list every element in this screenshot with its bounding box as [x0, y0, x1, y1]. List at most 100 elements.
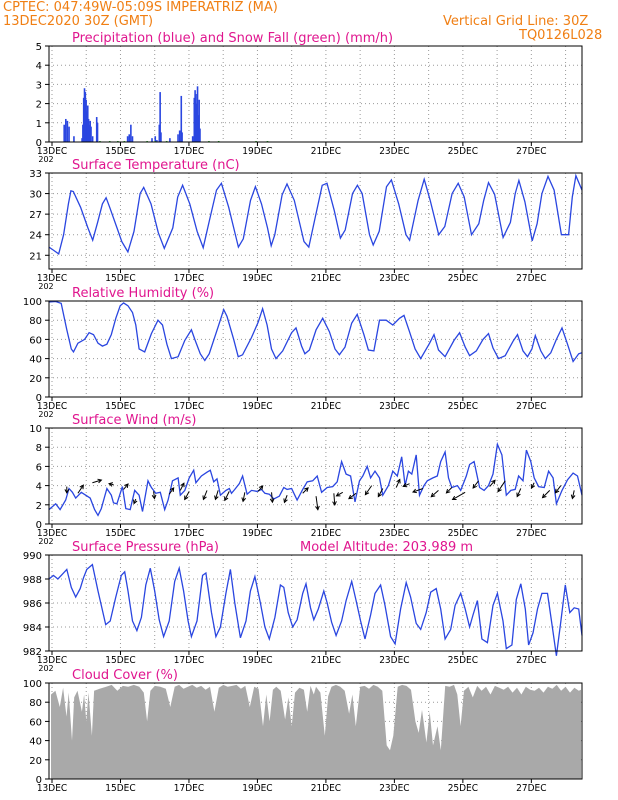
y-tick-label: 988 — [23, 575, 42, 586]
x-tick-label: 23DEC — [379, 783, 409, 794]
wind-arrow-head — [402, 482, 408, 488]
wind-arrow-head — [491, 479, 496, 485]
precip-bar — [85, 99, 87, 142]
y-tick-label: 984 — [23, 623, 42, 634]
y-tick-label: 20 — [29, 756, 42, 767]
precip-bar — [199, 128, 201, 142]
wind-arrow-head — [214, 495, 219, 501]
series-line — [48, 563, 583, 656]
wind-arrow — [489, 479, 496, 487]
precip-bar — [159, 92, 161, 142]
year-label: 202 — [38, 537, 53, 546]
y-tick-label: 8 — [36, 443, 42, 454]
precip-bar — [196, 86, 199, 142]
plot-frame — [48, 172, 583, 270]
wind-arrow-head — [497, 487, 502, 493]
x-tick-label: 21DEC — [311, 273, 341, 284]
wind-arrow — [364, 485, 373, 495]
precip-bar — [81, 138, 83, 142]
precip-bar — [84, 92, 87, 142]
y-tick-label: 4 — [36, 482, 42, 493]
panel-3: 0 20 40 60 80 100 13DEC 15DEC 17DEC 19DEC 21DEC 23D… — [23, 286, 583, 419]
y-tick-label: 80 — [29, 698, 42, 709]
x-tick-label: 17DEC — [174, 655, 204, 666]
wind-arrow — [555, 485, 562, 494]
y-tick-label: 0 — [36, 138, 42, 149]
y-tick-label: 40 — [29, 355, 42, 366]
y-tick-label: 60 — [29, 335, 42, 346]
precip-bar — [126, 136, 129, 142]
precip-bar — [131, 136, 134, 142]
wind-arrow-head — [541, 493, 547, 499]
precip-bar — [65, 118, 67, 142]
wind-arrow — [395, 479, 401, 488]
x-tick-label: 27DEC — [516, 146, 546, 157]
precip-bar — [86, 105, 89, 142]
year-label: 202 — [38, 155, 53, 164]
panel-subtitle: Model Altitude: 203.989 m — [300, 540, 473, 555]
wind-arrow — [336, 491, 344, 497]
y-tick-label: 100 — [23, 297, 42, 308]
x-tick-label: 19DEC — [242, 655, 272, 666]
wind-arrow-head — [315, 505, 320, 511]
x-tick-label: 17DEC — [174, 783, 204, 794]
x-tick-label: 19DEC — [242, 401, 272, 412]
wind-arrow-head — [445, 488, 451, 494]
precip-bar — [73, 136, 75, 142]
precip-bar — [130, 124, 132, 142]
wind-arrow-head — [241, 497, 246, 503]
series-line — [48, 441, 583, 517]
precip-bar — [156, 140, 158, 142]
wind-arrow-head — [570, 494, 576, 500]
wind-arrow — [271, 492, 273, 503]
precip-bar — [158, 124, 161, 142]
precip-bar — [68, 126, 70, 142]
x-tick-label: 13DEC — [37, 146, 67, 157]
precip-bar — [63, 124, 65, 142]
wind-arrow-head — [97, 478, 103, 484]
x-tick-label: 13DEC — [37, 783, 67, 794]
wind-arrow — [516, 488, 522, 497]
panel-title: Surface Wind (m/s) — [72, 413, 196, 428]
y-tick-label: 10 — [29, 424, 42, 435]
precip-bar — [198, 99, 200, 142]
x-tick-label: 25DEC — [448, 655, 478, 666]
y-tick-label: 2 — [36, 100, 42, 111]
x-tick-label: 13DEC — [37, 273, 67, 284]
year-label: 202 — [38, 410, 53, 419]
y-tick-label: 30 — [29, 190, 42, 201]
y-tick-label: 986 — [23, 599, 42, 610]
wind-arrow-head — [184, 495, 189, 501]
wind-arrow-head — [530, 484, 536, 490]
wind-arrow-head — [451, 495, 457, 501]
wind-arrow-head — [283, 498, 288, 504]
precip-bar — [180, 95, 183, 142]
precip-bar — [95, 117, 98, 142]
y-tick-label: 27 — [29, 210, 42, 221]
wind-arrow-head — [472, 483, 477, 489]
wind-arrow — [452, 491, 466, 500]
precip-bar — [193, 97, 196, 142]
x-tick-label: 17DEC — [174, 401, 204, 412]
x-tick-label: 25DEC — [448, 401, 478, 412]
plot-frame — [48, 682, 583, 780]
x-tick-label: 25DEC — [448, 528, 478, 539]
panel-title: Precipitation (blue) and Snow Fall (gree… — [72, 31, 393, 46]
plot-frame — [48, 45, 583, 143]
year-label: 202 — [38, 282, 53, 291]
wind-arrow-head — [516, 492, 521, 498]
wind-arrow — [214, 490, 219, 500]
precip-bar — [90, 126, 92, 142]
y-tick-label: 1 — [36, 119, 42, 130]
y-tick-label: 80 — [29, 316, 42, 327]
precip-bar — [191, 136, 194, 142]
wind-arrow-head — [269, 498, 275, 504]
wind-arrow — [348, 492, 357, 500]
x-tick-label: 25DEC — [448, 273, 478, 284]
series-line — [48, 173, 583, 255]
precip-bar — [177, 134, 179, 142]
wind-arrow — [77, 484, 84, 494]
x-tick-label: 21DEC — [311, 655, 341, 666]
y-tick-label: 33 — [29, 169, 42, 180]
series-line — [48, 300, 583, 363]
